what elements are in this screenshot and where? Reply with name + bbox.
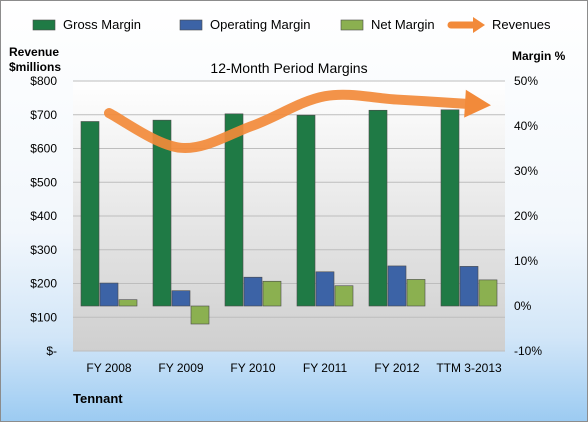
bar-gross-margin xyxy=(296,114,316,307)
legend-label: Gross Margin xyxy=(63,17,141,32)
category-label: FY 2008 xyxy=(86,361,131,375)
bars xyxy=(80,109,498,325)
legend: Gross Margin Operating Margin Net Margin Re… xyxy=(32,17,551,33)
category-label: FY 2010 xyxy=(230,361,275,375)
legend-swatch-arrowhead xyxy=(473,17,485,33)
right-tick-label: 20% xyxy=(514,209,538,223)
left-tick-label: $400 xyxy=(30,209,57,223)
right-axis-label: Margin % xyxy=(512,49,566,63)
bar-operating-margin xyxy=(243,276,263,307)
bar-operating-margin xyxy=(99,282,119,307)
bar-operating-margin xyxy=(387,265,407,307)
legend-label: Revenues xyxy=(492,17,551,32)
bar-net-margin xyxy=(190,305,210,325)
legend-label: Net Margin xyxy=(371,17,435,32)
category-label: FY 2011 xyxy=(303,361,348,375)
left-axis-label-line1: Revenue xyxy=(9,45,59,59)
chart-title: 12-Month Period Margins xyxy=(210,60,367,76)
legend-swatch xyxy=(340,19,364,31)
left-tick-label: $600 xyxy=(30,142,57,156)
left-axis-label-line2: $millions xyxy=(9,60,61,74)
right-tick-label: 10% xyxy=(514,254,538,268)
revenues-line xyxy=(104,89,474,153)
gridlines xyxy=(73,80,505,352)
right-tick-label: 50% xyxy=(514,74,538,88)
left-tick-label: $500 xyxy=(30,175,57,189)
right-tick-label: 30% xyxy=(514,164,538,178)
right-tick-label: -10% xyxy=(514,344,542,358)
bar-net-margin xyxy=(478,279,498,307)
left-tick-label: $200 xyxy=(30,277,57,291)
bar-net-margin xyxy=(406,279,426,307)
right-tick-label: 40% xyxy=(514,119,538,133)
company-name: Tennant xyxy=(73,391,123,406)
legend-swatch xyxy=(179,19,203,31)
legend-swatch xyxy=(32,19,56,31)
left-tick-label: $- xyxy=(46,344,57,358)
right-tick-label: 0% xyxy=(514,299,532,313)
x-axis-ticks: FY 2008 FY 2009 FY 2010 FY 2011 FY 2012 TTM 3… xyxy=(86,361,502,375)
bar-net-margin xyxy=(262,280,282,307)
bar-gross-margin xyxy=(440,109,460,307)
category-label: FY 2009 xyxy=(158,361,203,375)
left-tick-label: $300 xyxy=(30,243,57,257)
bar-gross-margin xyxy=(368,109,388,307)
category-label: TTM 3-2013 xyxy=(436,361,502,375)
bar-operating-margin xyxy=(171,290,191,307)
bar-net-margin xyxy=(118,299,138,307)
bar-operating-margin xyxy=(459,266,479,307)
revenues-line-group xyxy=(104,89,491,153)
bar-net-margin xyxy=(334,285,354,307)
category-label: FY 2012 xyxy=(374,361,419,375)
left-tick-label: $100 xyxy=(30,310,57,324)
bar-gross-margin xyxy=(224,113,244,307)
legend-label: Operating Margin xyxy=(210,17,310,32)
bar-gross-margin xyxy=(152,119,172,307)
left-tick-label: $700 xyxy=(30,108,57,122)
revenues-arrowhead xyxy=(464,89,491,118)
bar-gross-margin xyxy=(80,121,100,307)
right-axis-ticks: -10% 0% 10% 20% 30% 40% 50% xyxy=(514,74,542,358)
left-axis-ticks: $- $100 $200 $300 $400 $500 $600 $700 $800 xyxy=(30,74,57,358)
left-tick-label: $800 xyxy=(30,74,57,88)
bar-operating-margin xyxy=(315,271,335,307)
